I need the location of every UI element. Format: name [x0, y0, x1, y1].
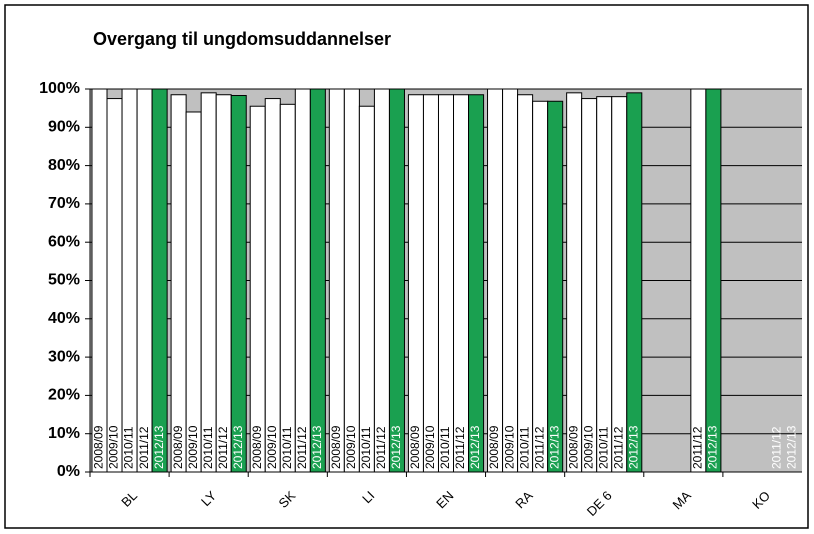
bar — [422, 94, 439, 473]
bar — [358, 105, 375, 473]
bar-series-label: 2008/09 — [566, 425, 580, 469]
y-tick-label: 70% — [48, 195, 80, 212]
y-tick-label: 0% — [57, 463, 80, 480]
bar-series-label: 2012/13 — [231, 425, 245, 469]
bar — [170, 94, 187, 473]
bar-series-label: 2011/12 — [611, 426, 625, 469]
bar — [596, 96, 613, 473]
bar-series-label: 2010/11 — [438, 426, 452, 469]
bar-series-label: 2011/12 — [770, 426, 784, 469]
bar-series-label: 2009/10 — [502, 425, 516, 469]
bar-series-label: 2012/13 — [547, 425, 561, 469]
bar — [453, 94, 470, 473]
bar-series-label: 2010/11 — [201, 426, 215, 469]
bar-series-label: 2011/12 — [532, 426, 546, 469]
bar-series-label: 2009/10 — [265, 425, 279, 469]
bar-series-label: 2011/12 — [295, 426, 309, 469]
bar-series-label: 2011/12 — [374, 426, 388, 469]
bar — [487, 88, 504, 473]
y-tick-label: 90% — [48, 119, 80, 136]
bar-series-label: 2012/13 — [389, 425, 403, 469]
bar-series-label: 2012/13 — [706, 425, 720, 469]
bar — [309, 88, 326, 473]
bar — [547, 100, 564, 473]
bar-series-label: 2009/10 — [344, 425, 358, 469]
bar — [264, 98, 281, 473]
bar-series-label: 2011/12 — [453, 426, 467, 469]
y-tick-label: 80% — [48, 157, 80, 174]
bar-series-label: 2011/12 — [216, 426, 230, 469]
bar-series-label: 2012/13 — [626, 425, 640, 469]
bar — [532, 100, 549, 473]
bar-series-label: 2012/13 — [310, 425, 324, 469]
y-tick-label: 10% — [48, 425, 80, 442]
bar — [343, 88, 360, 473]
bar-series-label: 2011/12 — [691, 426, 705, 469]
chart-title: Overgang til ungdomsuddannelser — [93, 29, 391, 49]
bar — [517, 94, 534, 473]
bar-series-label: 2009/10 — [423, 425, 437, 469]
bar-series-label: 2012/13 — [468, 425, 482, 469]
bar — [626, 92, 643, 473]
bar-series-label: 2012/13 — [785, 425, 799, 469]
bar-series-label: 2008/09 — [92, 425, 106, 469]
bar — [91, 88, 108, 473]
bar — [328, 88, 345, 473]
bar — [230, 95, 247, 473]
bar — [279, 103, 296, 473]
bar — [294, 88, 311, 473]
bar — [581, 98, 598, 473]
bar — [249, 105, 266, 473]
bar-series-label: 2010/11 — [280, 426, 294, 469]
bar — [388, 88, 405, 473]
bar-series-label: 2011/12 — [137, 426, 151, 469]
bar — [690, 88, 707, 473]
bar — [373, 88, 390, 473]
bar-series-label: 2010/11 — [517, 426, 531, 469]
bar — [151, 88, 168, 473]
bar-series-label: 2008/09 — [329, 425, 343, 469]
bar — [407, 94, 424, 473]
bar — [502, 88, 519, 473]
bar-series-label: 2008/09 — [487, 425, 501, 469]
bar-series-label: 2008/09 — [408, 425, 422, 469]
bar — [215, 94, 232, 473]
bar-series-label: 2009/10 — [186, 425, 200, 469]
bar-series-label: 2009/10 — [581, 425, 595, 469]
bar-series-label: 2010/11 — [122, 426, 136, 469]
bar — [437, 94, 455, 473]
y-tick-label: 100% — [39, 80, 80, 97]
bar — [121, 88, 138, 473]
y-tick-label: 30% — [48, 348, 80, 365]
y-tick-label: 50% — [48, 272, 80, 289]
bar — [611, 96, 628, 473]
bar-series-label: 2009/10 — [107, 425, 121, 469]
y-tick-label: 40% — [48, 310, 80, 327]
bar — [185, 111, 202, 473]
bar — [136, 88, 153, 473]
bar — [200, 92, 217, 473]
bar — [106, 98, 123, 473]
bar-series-label: 2008/09 — [250, 425, 264, 469]
bar-series-label: 2010/11 — [596, 426, 610, 469]
y-tick-label: 20% — [48, 387, 80, 404]
bar-series-label: 2010/11 — [359, 426, 373, 469]
bar-series-label: 2012/13 — [152, 425, 166, 469]
bar — [705, 88, 722, 473]
y-tick-label: 60% — [48, 233, 80, 250]
bar-series-label: 2008/09 — [171, 425, 185, 469]
bar — [566, 92, 583, 473]
bar — [468, 94, 485, 473]
